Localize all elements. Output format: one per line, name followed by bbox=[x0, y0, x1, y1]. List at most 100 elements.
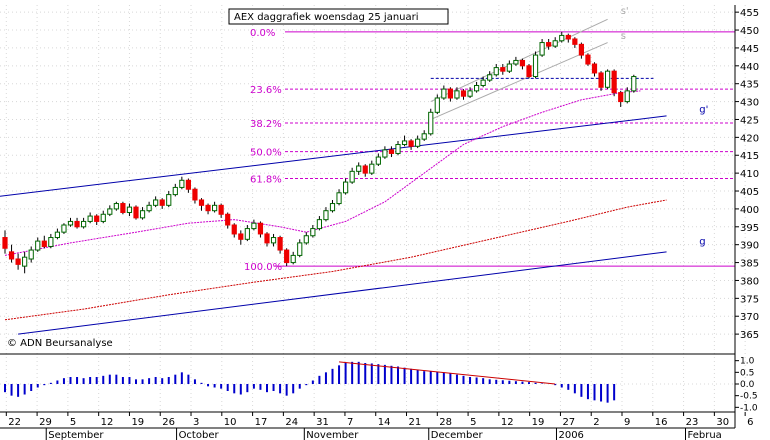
price-tick-label: 385 bbox=[740, 259, 759, 270]
candle-up bbox=[552, 40, 558, 47]
candle-up bbox=[480, 79, 486, 86]
candle-down bbox=[591, 63, 598, 74]
candle-up bbox=[532, 54, 539, 78]
candle-up bbox=[146, 204, 152, 212]
candle-down bbox=[277, 237, 283, 251]
time-tick-label: 7 bbox=[347, 417, 353, 428]
candle-up bbox=[434, 97, 440, 113]
candle-down bbox=[120, 203, 126, 213]
candle-down bbox=[198, 199, 205, 206]
candle-down bbox=[205, 204, 211, 212]
time-tick-label: 24 bbox=[285, 417, 298, 428]
indicator-tick-label: 0.0 bbox=[740, 380, 755, 390]
time-tick-label: 6 bbox=[747, 417, 753, 428]
candle-up bbox=[22, 256, 28, 267]
price-tick-label: 420 bbox=[740, 133, 759, 144]
candle-up bbox=[401, 140, 408, 146]
candle-up bbox=[54, 231, 60, 239]
candle-up bbox=[356, 165, 362, 172]
candle-up bbox=[375, 156, 381, 165]
price-tick-label: 455 bbox=[740, 8, 759, 19]
candle-up bbox=[454, 90, 460, 99]
fib-level-label: 61.8% bbox=[250, 175, 282, 186]
candle-up bbox=[212, 204, 218, 212]
candle-down bbox=[8, 251, 15, 260]
fib-level-label: 100.0% bbox=[244, 262, 282, 273]
candle-down bbox=[611, 70, 617, 94]
candle-up bbox=[87, 215, 93, 222]
time-tick-label: 5 bbox=[470, 417, 476, 428]
candle-up bbox=[107, 208, 113, 215]
candle-down bbox=[15, 258, 21, 265]
axes: 3653703753803853903954004054104154204254… bbox=[0, 5, 759, 440]
candle-up bbox=[61, 224, 67, 233]
candle-up bbox=[349, 170, 355, 183]
candle-down bbox=[238, 233, 244, 240]
month-label: December bbox=[431, 430, 484, 440]
time-tick-label: 31 bbox=[316, 417, 329, 428]
candle-up bbox=[369, 163, 375, 174]
candle-up bbox=[48, 237, 54, 247]
month-label: November bbox=[306, 430, 359, 440]
price-tick-label: 365 bbox=[740, 330, 759, 341]
price-tick-label: 435 bbox=[740, 80, 759, 91]
candle-down bbox=[192, 188, 198, 201]
trendline-label: s bbox=[621, 31, 626, 42]
candle-down bbox=[264, 233, 270, 244]
candle-down bbox=[218, 204, 224, 215]
trendline-label: g bbox=[699, 237, 705, 248]
candle-up bbox=[474, 84, 480, 92]
candle-down bbox=[546, 42, 552, 47]
candle-down bbox=[94, 215, 100, 222]
time-tick-label: 19 bbox=[131, 417, 144, 428]
indicator-tick-label: -0.5 bbox=[740, 392, 758, 402]
month-label: September bbox=[48, 430, 104, 440]
time-tick-label: 5 bbox=[70, 417, 76, 428]
candle-up bbox=[382, 149, 388, 158]
candle-up bbox=[329, 203, 336, 212]
time-tick-label: 10 bbox=[224, 417, 237, 428]
candle-down bbox=[133, 206, 139, 219]
candle-up bbox=[179, 179, 185, 188]
time-tick-label: 9 bbox=[624, 417, 630, 428]
candle-up bbox=[153, 199, 159, 206]
time-tick-label: 23 bbox=[686, 417, 699, 428]
candle-up bbox=[539, 42, 545, 56]
candle-up bbox=[303, 235, 309, 244]
candle-up bbox=[35, 240, 41, 251]
time-tick-label: 12 bbox=[101, 417, 114, 428]
candle-down bbox=[572, 38, 578, 45]
candle-down bbox=[231, 224, 237, 235]
candle-down bbox=[388, 149, 395, 154]
candle-up bbox=[28, 249, 34, 260]
time-tick-label: 30 bbox=[716, 417, 729, 428]
candle-down bbox=[257, 222, 264, 235]
candle-down bbox=[159, 199, 165, 206]
indicator-tick-label: -1.0 bbox=[740, 403, 758, 413]
candle-down bbox=[460, 90, 467, 97]
candle-up bbox=[139, 210, 146, 219]
price-tick-label: 390 bbox=[740, 241, 759, 252]
candle-up bbox=[67, 220, 74, 226]
fibonacci-levels: 0.0% 23.6% 38.2% 50.0% 61.8% 100.0% bbox=[244, 28, 735, 273]
candle-up bbox=[493, 67, 499, 76]
candle-up bbox=[559, 34, 565, 42]
ma-short-line bbox=[4, 90, 641, 256]
time-tick-label: 17 bbox=[255, 417, 268, 428]
time-tick-label: 22 bbox=[8, 417, 21, 428]
candle-down bbox=[408, 140, 414, 147]
price-tick-label: 395 bbox=[740, 223, 759, 234]
candle-up bbox=[172, 186, 178, 196]
candle-down bbox=[284, 249, 290, 264]
time-tick-label: 21 bbox=[409, 417, 422, 428]
time-tick-label: 12 bbox=[501, 417, 514, 428]
candlesticks bbox=[2, 31, 637, 274]
time-tick-label: 27 bbox=[562, 417, 575, 428]
time-tick-label: 2 bbox=[593, 417, 599, 428]
price-tick-label: 410 bbox=[740, 169, 759, 180]
candle-down bbox=[578, 43, 584, 56]
price-tick-label: 415 bbox=[740, 151, 759, 162]
candle-down bbox=[2, 237, 8, 249]
candle-up bbox=[126, 206, 133, 213]
candle-up bbox=[336, 192, 342, 205]
